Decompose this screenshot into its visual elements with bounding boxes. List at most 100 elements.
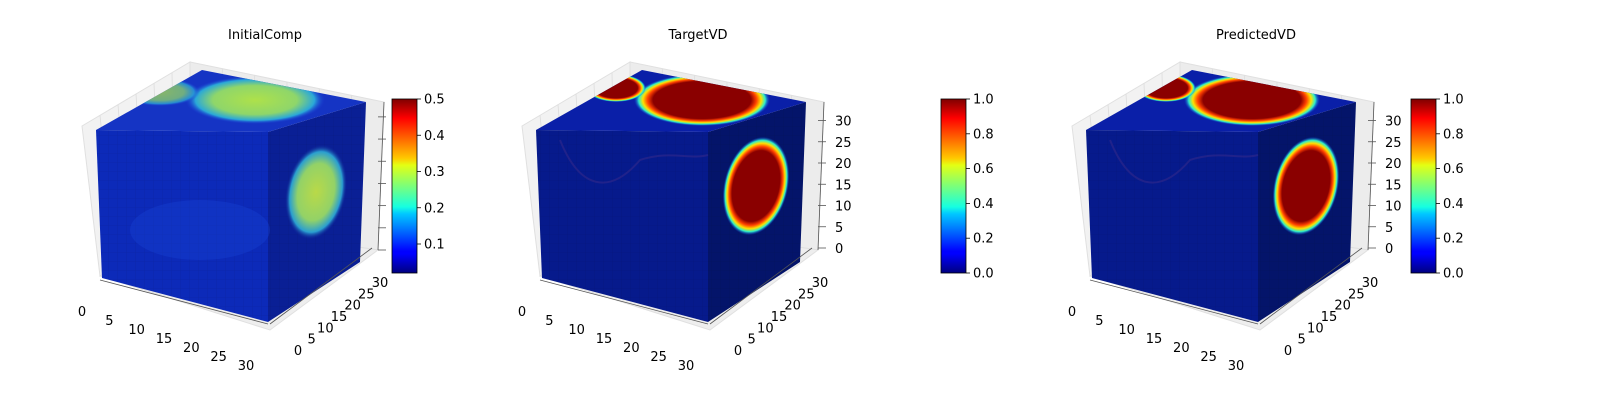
z-tick-label: 5 [1385,221,1393,236]
y-tick-label: 10 [317,321,334,336]
y-axis-line [269,247,373,325]
x-tick-label: 10 [128,323,145,338]
y-tick-label: 25 [1348,287,1365,302]
x-tick-label: 30 [678,359,695,374]
x-tick-label: 5 [105,314,113,329]
y-axis-line [1259,247,1363,325]
colorbar-tick-label: 0.5 [424,93,445,108]
x-axis-line [99,279,269,325]
colorbar-tick-label: 0.4 [973,197,994,212]
x-tick-label: 10 [568,323,585,338]
x-tick-label: 5 [1095,314,1103,329]
colorbar-tick-label: 1.0 [973,93,994,108]
x-tick-label: 15 [596,332,613,347]
x-tick-label: 10 [1118,323,1135,338]
x-tick-label: 15 [1146,332,1163,347]
side-blob [285,144,347,240]
z-tick-label: 25 [835,136,852,151]
front-shadow [1109,139,1259,184]
y-tick-label: 20 [344,299,361,314]
x-tick-label: 25 [1200,350,1217,365]
z-tick-label: 30 [835,115,852,130]
x-tick-label: 20 [1173,341,1190,356]
front-shadow [559,139,709,184]
z-axis-line [817,101,825,251]
cube-front-face-grid [536,130,708,322]
x-tick-label: 30 [1228,359,1245,374]
top-blob [634,74,770,126]
z-tick-label: 5 [835,221,843,236]
y-tick-label: 10 [1307,321,1324,336]
colorbar-tick-label: 0.8 [1443,127,1464,142]
y-tick-label: 15 [1321,310,1338,325]
cube-front-face-grid [96,130,268,322]
z-tick-label: 15 [1385,178,1402,193]
y-tick-label: 30 [812,276,829,291]
chart-title: PredictedVD [1216,28,1296,43]
y-tick-label: 30 [372,276,389,291]
x-tick-label: 25 [210,350,227,365]
panel-predictedvd: 051015202530051015202530051015202530Pred… [1068,28,1464,374]
colorbar-tick-label: 0.0 [973,267,994,282]
colorbar-tick-label: 0.3 [424,165,445,180]
y-tick-label: 15 [331,310,348,325]
colorbar-tick-label: 0.1 [424,238,445,253]
z-tick-label: 30 [1385,115,1402,130]
y-tick-label: 0 [1284,344,1292,359]
x-tick-label: 20 [623,341,640,356]
z-axis-line [1367,101,1375,251]
panel-targetvd: 051015202530051015202530051015202530Targ… [518,28,994,374]
x-axis-line [1089,279,1259,325]
colorbar-tick-label: 0.8 [973,127,994,142]
z-tick-label: 20 [1385,157,1402,172]
colorbar-tick-label: 0.4 [1443,197,1464,212]
y-tick-label: 20 [1334,299,1351,314]
y-tick-label: 10 [757,321,774,336]
y-tick-label: 25 [798,287,815,302]
colorbar-tick-label: 0.6 [973,162,994,177]
z-tick-label: 0 [835,242,843,257]
colorbar [940,98,967,274]
colorbar-tick-label: 0.0 [1443,267,1464,282]
colorbar [391,98,418,274]
top-blob [1184,74,1320,126]
z-tick-label: 10 [835,200,852,215]
z-axis-line [377,101,385,251]
colorbar-tick-label: 0.2 [424,201,445,216]
y-tick-label: 5 [308,333,316,348]
chart-title: InitialComp [228,28,302,43]
z-tick-label: 0 [1385,242,1393,257]
colorbar-tick-label: 0.2 [973,232,994,247]
y-tick-label: 0 [734,344,742,359]
x-tick-label: 15 [156,332,173,347]
y-tick-label: 5 [748,333,756,348]
x-tick-label: 0 [1068,305,1076,320]
z-tick-label: 15 [835,178,852,193]
top-blob [185,76,325,124]
colorbar-tick-label: 1.0 [1443,93,1464,108]
colorbar-tick-label: 0.4 [424,129,445,144]
chart-title: TargetVD [667,28,727,43]
y-tick-label: 0 [294,344,302,359]
y-tick-label: 20 [784,299,801,314]
z-tick-label: 10 [1385,200,1402,215]
colorbar [1410,98,1437,274]
x-tick-label: 0 [518,305,526,320]
colorbar-tick-label: 0.2 [1443,232,1464,247]
x-tick-label: 0 [78,305,86,320]
z-tick-label: 25 [1385,136,1402,151]
x-axis-line [539,279,709,325]
cube-front-face-grid [1086,130,1258,322]
z-tick-label: 20 [835,157,852,172]
y-tick-label: 15 [771,310,788,325]
front-glow [130,200,270,260]
x-tick-label: 20 [183,341,200,356]
x-tick-label: 5 [545,314,553,329]
y-tick-label: 25 [358,287,375,302]
colorbar-tick-label: 0.6 [1443,162,1464,177]
panel-initialcomp: 051015202530051015202530InitialComp0.10.… [78,28,445,374]
side-blob [722,136,790,236]
x-tick-label: 30 [238,359,255,374]
y-tick-label: 30 [1362,276,1379,291]
